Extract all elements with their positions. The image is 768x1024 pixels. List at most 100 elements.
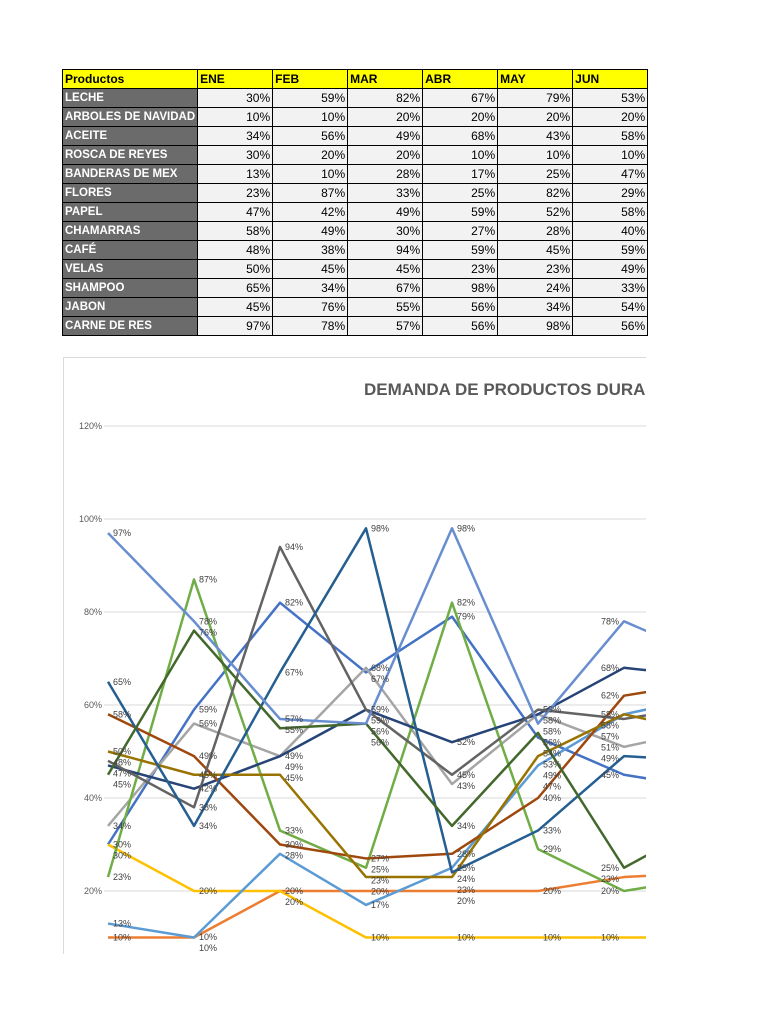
header-cell[interactable]: MAY bbox=[497, 69, 574, 89]
value-cell[interactable]: 49% bbox=[347, 126, 424, 146]
value-cell[interactable]: 34% bbox=[197, 126, 274, 146]
value-cell[interactable]: 56% bbox=[422, 297, 499, 317]
value-cell[interactable]: 82% bbox=[497, 183, 574, 203]
value-cell[interactable]: 10% bbox=[272, 107, 349, 127]
value-cell[interactable]: 45% bbox=[272, 259, 349, 279]
value-cell[interactable]: 53% bbox=[572, 88, 649, 108]
value-cell[interactable]: 45% bbox=[497, 240, 574, 260]
value-cell[interactable]: 23% bbox=[497, 259, 574, 279]
value-cell[interactable]: 78% bbox=[272, 316, 349, 336]
value-cell[interactable]: 40% bbox=[572, 221, 649, 241]
product-name-cell[interactable]: ACEITE bbox=[61, 126, 199, 146]
value-cell[interactable]: 10% bbox=[422, 145, 499, 165]
value-cell[interactable]: 59% bbox=[422, 240, 499, 260]
value-cell[interactable]: 67% bbox=[347, 278, 424, 298]
product-name-cell[interactable]: VELAS bbox=[61, 259, 199, 279]
value-cell[interactable]: 28% bbox=[497, 221, 574, 241]
value-cell[interactable]: 68% bbox=[422, 126, 499, 146]
value-cell[interactable]: 23% bbox=[197, 183, 274, 203]
value-cell[interactable]: 47% bbox=[572, 164, 649, 184]
value-cell[interactable]: 79% bbox=[497, 88, 574, 108]
series-line[interactable] bbox=[107, 713, 646, 879]
value-cell[interactable]: 82% bbox=[347, 88, 424, 108]
value-cell[interactable]: 34% bbox=[497, 297, 574, 317]
value-cell[interactable]: 97% bbox=[197, 316, 274, 336]
value-cell[interactable]: 76% bbox=[272, 297, 349, 317]
value-cell[interactable]: 98% bbox=[497, 316, 574, 336]
value-cell[interactable]: 17% bbox=[422, 164, 499, 184]
value-cell[interactable]: 28% bbox=[347, 164, 424, 184]
value-cell[interactable]: 48% bbox=[197, 240, 274, 260]
value-cell[interactable]: 33% bbox=[347, 183, 424, 203]
value-cell[interactable]: 59% bbox=[422, 202, 499, 222]
value-cell[interactable]: 25% bbox=[497, 164, 574, 184]
value-cell[interactable]: 67% bbox=[422, 88, 499, 108]
series-line[interactable] bbox=[107, 843, 646, 939]
value-cell[interactable]: 23% bbox=[422, 259, 499, 279]
value-cell[interactable]: 34% bbox=[272, 278, 349, 298]
value-cell[interactable]: 20% bbox=[347, 107, 424, 127]
value-cell[interactable]: 27% bbox=[422, 221, 499, 241]
value-cell[interactable]: 50% bbox=[197, 259, 274, 279]
value-cell[interactable]: 43% bbox=[497, 126, 574, 146]
series-line[interactable] bbox=[107, 682, 646, 860]
header-cell[interactable]: FEB bbox=[272, 69, 349, 89]
value-cell[interactable]: 10% bbox=[197, 107, 274, 127]
product-name-cell[interactable]: ARBOLES DE NAVIDAD bbox=[61, 107, 199, 127]
product-name-cell[interactable]: ROSCA DE REYES bbox=[61, 145, 199, 165]
value-cell[interactable]: 59% bbox=[272, 88, 349, 108]
product-name-cell[interactable]: CARNE DE RES bbox=[61, 316, 199, 336]
value-cell[interactable]: 29% bbox=[572, 183, 649, 203]
value-cell[interactable]: 49% bbox=[272, 221, 349, 241]
value-cell[interactable]: 13% bbox=[197, 164, 274, 184]
value-cell[interactable]: 47% bbox=[197, 202, 274, 222]
series-line[interactable] bbox=[106, 578, 646, 893]
series-line[interactable] bbox=[107, 545, 646, 809]
value-cell[interactable]: 49% bbox=[347, 202, 424, 222]
value-cell[interactable]: 30% bbox=[197, 145, 274, 165]
series-line[interactable] bbox=[107, 666, 646, 790]
value-cell[interactable]: 10% bbox=[272, 164, 349, 184]
value-cell[interactable]: 30% bbox=[347, 221, 424, 241]
product-name-cell[interactable]: FLORES bbox=[61, 183, 199, 203]
value-cell[interactable]: 20% bbox=[422, 107, 499, 127]
value-cell[interactable]: 58% bbox=[572, 126, 649, 146]
value-cell[interactable]: 24% bbox=[497, 278, 574, 298]
value-cell[interactable]: 49% bbox=[572, 259, 649, 279]
value-cell[interactable]: 20% bbox=[572, 107, 649, 127]
product-name-cell[interactable]: CAFÉ bbox=[61, 240, 199, 260]
value-cell[interactable]: 59% bbox=[572, 240, 649, 260]
value-cell[interactable]: 58% bbox=[197, 221, 274, 241]
value-cell[interactable]: 57% bbox=[347, 316, 424, 336]
value-cell[interactable]: 58% bbox=[572, 202, 649, 222]
header-cell[interactable]: ENE bbox=[197, 69, 274, 89]
product-name-cell[interactable]: JABON bbox=[61, 297, 199, 317]
product-name-cell[interactable]: PAPEL bbox=[61, 202, 199, 222]
value-cell[interactable]: 45% bbox=[197, 297, 274, 317]
value-cell[interactable]: 94% bbox=[347, 240, 424, 260]
value-cell[interactable]: 20% bbox=[347, 145, 424, 165]
value-cell[interactable]: 10% bbox=[572, 145, 649, 165]
value-cell[interactable]: 87% bbox=[272, 183, 349, 203]
header-cell[interactable]: ABR bbox=[422, 69, 499, 89]
header-cell[interactable]: Productos bbox=[61, 69, 199, 89]
product-name-cell[interactable]: SHAMPOO bbox=[61, 278, 199, 298]
value-cell[interactable]: 45% bbox=[347, 259, 424, 279]
value-cell[interactable]: 98% bbox=[422, 278, 499, 298]
series-line[interactable] bbox=[106, 527, 646, 874]
series-line[interactable] bbox=[107, 527, 646, 725]
value-cell[interactable]: 30% bbox=[197, 88, 274, 108]
value-cell[interactable]: 65% bbox=[197, 278, 274, 298]
value-cell[interactable]: 10% bbox=[497, 145, 574, 165]
product-name-cell[interactable]: BANDERAS DE MEX bbox=[61, 164, 199, 184]
value-cell[interactable]: 20% bbox=[497, 107, 574, 127]
value-cell[interactable]: 33% bbox=[572, 278, 649, 298]
value-cell[interactable]: 38% bbox=[272, 240, 349, 260]
product-name-cell[interactable]: CHAMARRAS bbox=[61, 221, 199, 241]
value-cell[interactable]: 56% bbox=[272, 126, 349, 146]
line-chart[interactable]: DEMANDA DE PRODUCTOS DURAN 20% 40% 60% 80% 1… bbox=[63, 357, 646, 954]
value-cell[interactable]: 20% bbox=[272, 145, 349, 165]
value-cell[interactable]: 56% bbox=[422, 316, 499, 336]
value-cell[interactable]: 55% bbox=[347, 297, 424, 317]
header-cell[interactable]: JUN bbox=[572, 69, 649, 89]
